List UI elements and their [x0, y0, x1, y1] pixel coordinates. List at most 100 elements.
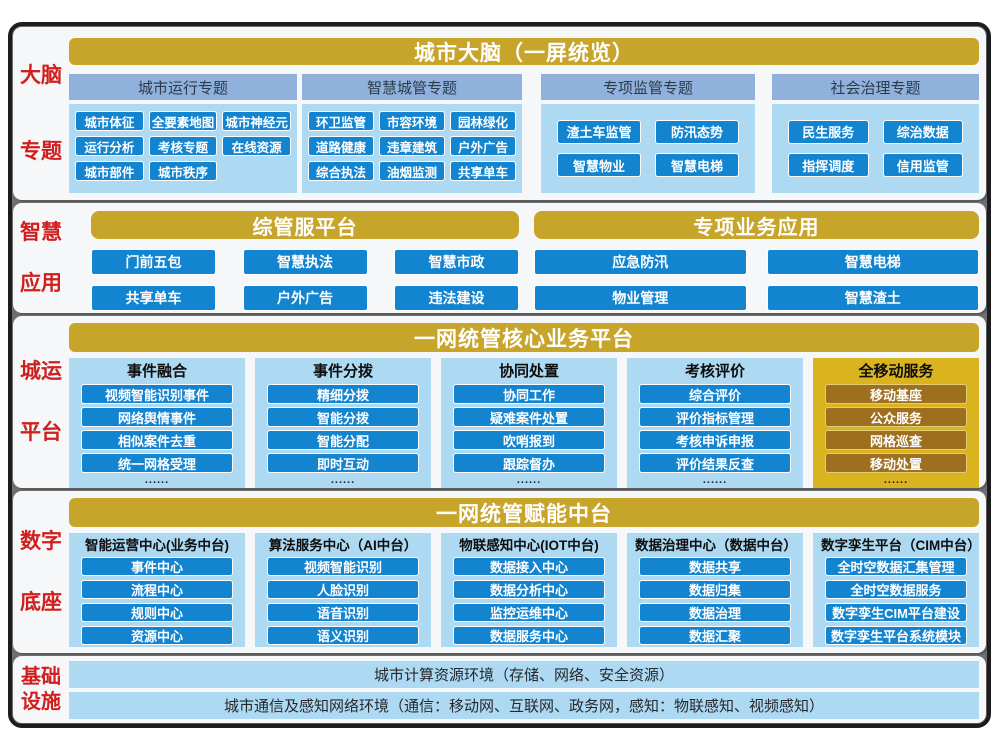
infra-network-env-bar: 城市通信及感知网络环境（通信：移动网、互联网、政务网，感知：物联感知、视频感知） — [69, 691, 979, 719]
item-button: 综合评价 — [639, 384, 791, 404]
ellipsis: ...... — [702, 474, 728, 486]
band-label-brain: 大脑 专题 — [13, 27, 69, 200]
column-items: 数据共享 数据归集 数据治理 数据汇聚 — [635, 557, 795, 645]
group-items: 门前五包 智慧执法 智慧市政 共享单车 户外广告 违法建设 — [91, 249, 519, 311]
item-button: 考核申诉申报 — [639, 430, 791, 450]
ellipsis: ...... — [516, 474, 542, 486]
base-columns: 智能运营中心(业务中台) 事件中心 流程中心 规则中心 资源中心 算法服务中心（… — [69, 533, 981, 647]
column-algorithm-service-center: 算法服务中心（AI中台） 视频智能识别 人脸识别 语音识别 语义识别 — [255, 533, 431, 647]
band-label-line: 专题 — [20, 140, 62, 163]
band-city-ops-platform: 城运 平台 一网统管核心业务平台 事件融合 视频智能识别事件 网络舆情事件 相似… — [13, 316, 986, 488]
item-button: 评价结果反查 — [639, 453, 791, 473]
item-button: 民生服务 — [788, 119, 869, 144]
item-button: 吹哨报到 — [453, 430, 605, 450]
group-header: 社会治理专题 — [772, 74, 979, 100]
item-button: 防汛态势 — [655, 119, 739, 144]
item-button: 信用监管 — [882, 153, 963, 178]
column-items: 数据接入中心 数据分析中心 监控运维中心 数据服务中心 — [449, 557, 609, 645]
item-button: 城市神经元 — [222, 111, 291, 131]
item-button: 精细分拨 — [267, 384, 419, 404]
item-button: 即时互动 — [267, 453, 419, 473]
group-header: 专项监管专题 — [541, 74, 755, 100]
group-city-operation: 城市运行专题 城市体征 全要素地图 城市神经元 运行分析 考核专题 在线资源 城… — [69, 74, 297, 193]
column-header: 事件融合 — [126, 363, 187, 380]
brain-groups: 城市运行专题 城市体征 全要素地图 城市神经元 运行分析 考核专题 在线资源 城… — [69, 74, 979, 193]
group-social-governance: 社会治理专题 民生服务 综治数据 指挥调度 信用监管 — [772, 74, 979, 193]
group-header: 城市运行专题 — [69, 74, 297, 100]
item-button: 违章建筑 — [379, 136, 445, 156]
group-panel: 城市体征 全要素地图 城市神经元 运行分析 考核专题 在线资源 城市部件 城市秩… — [69, 104, 297, 193]
column-items: 协同工作 疑难案件处置 吹哨报到 跟踪督办 — [449, 384, 609, 473]
item-button: 人脸识别 — [267, 580, 419, 599]
infra-rows: 城市计算资源环境（存储、网络、安全资源） 城市通信及感知网络环境（通信：移动网、… — [69, 656, 979, 723]
item-button: 语义识别 — [267, 626, 419, 645]
item-button: 违法建设 — [394, 285, 519, 311]
item-button: 数字孪生平台系统模块 — [825, 626, 967, 645]
item-button: 智慧电梯 — [655, 153, 739, 178]
item-button: 渣土车监管 — [557, 119, 641, 144]
item-button: 智慧电梯 — [766, 249, 979, 275]
item-button: 相似案件去重 — [81, 430, 233, 450]
band-body-base: 一网统管赋能中台 智能运营中心(业务中台) 事件中心 流程中心 规则中心 资源中… — [69, 491, 986, 653]
band-label-line: 平台 — [20, 421, 62, 444]
item-button: 门前五包 — [91, 249, 216, 275]
column-data-governance-center: 数据治理中心（数据中台） 数据共享 数据归集 数据治理 数据汇聚 — [627, 533, 803, 647]
item-button: 综合执法 — [308, 161, 374, 181]
column-items: 移动基座 公众服务 网格巡查 移动处置 — [821, 384, 971, 473]
column-digital-twin-platform: 数字孪生平台（CIM中台） 全时空数据汇集管理 全时空数据服务 数字孪生CIM平… — [813, 533, 981, 647]
group-panel: 环卫监管 市容环境 园林绿化 道路健康 违章建筑 户外广告 综合执法 油烟监测 … — [302, 104, 522, 193]
item-button: 智慧物业 — [557, 153, 641, 178]
band-label-line: 城运 — [20, 360, 62, 383]
item-button: 智慧执法 — [242, 249, 368, 275]
city-brain-title: 城市大脑（一屏统览） — [69, 38, 979, 65]
column-items: 精细分拨 智能分拨 智能分配 即时互动 — [263, 384, 423, 473]
group-items: 应急防汛 智慧电梯 物业管理 智慧渣土 — [534, 249, 979, 311]
item-button: 语音识别 — [267, 603, 419, 622]
ellipsis: ...... — [883, 474, 909, 486]
item-button: 户外广告 — [242, 285, 368, 311]
item-button: 综治数据 — [882, 119, 963, 144]
column-header: 考核评价 — [684, 363, 745, 380]
item-button: 数据服务中心 — [453, 626, 605, 645]
group-title: 专项业务应用 — [534, 211, 979, 239]
column-header: 数字孪生平台（CIM中台） — [821, 538, 981, 553]
diagram-frame: 大脑 专题 城市大脑（一屏统览） 城市运行专题 城市体征 全要素地图 城市神经元… — [8, 22, 991, 728]
column-header: 智能运营中心(业务中台) — [85, 538, 229, 553]
item-button: 道路健康 — [308, 136, 374, 156]
ellipsis: ...... — [144, 474, 170, 486]
band-label-infra: 基础 设施 — [13, 656, 69, 723]
item-button: 全要素地图 — [148, 111, 218, 131]
item-button: 评价指标管理 — [639, 407, 791, 427]
item-button: 共享单车 — [91, 285, 216, 311]
band-label-line: 底座 — [20, 591, 62, 614]
item-button: 园林绿化 — [450, 111, 516, 131]
column-iot-perception-center: 物联感知中心(IOT中台) 数据接入中心 数据分析中心 监控运维中心 数据服务中… — [441, 533, 617, 647]
column-items: 事件中心 流程中心 规则中心 资源中心 — [77, 557, 237, 645]
item-button: 智慧市政 — [394, 249, 519, 275]
ops-platform-title: 一网统管核心业务平台 — [69, 323, 979, 352]
item-button: 移动处置 — [825, 453, 967, 473]
item-button: 智慧渣土 — [766, 285, 979, 311]
group-special-supervision: 专项监管专题 渣土车监管 防汛态势 智慧物业 智慧电梯 — [541, 74, 755, 193]
item-button: 城市秩序 — [148, 161, 218, 181]
item-button: 数据归集 — [639, 580, 791, 599]
column-items: 综合评价 评价指标管理 考核申诉申报 评价结果反查 — [635, 384, 795, 473]
group-panel: 民生服务 综治数据 指挥调度 信用监管 — [772, 104, 979, 193]
item-button: 资源中心 — [81, 626, 233, 645]
band-body-brain: 城市大脑（一屏统览） 城市运行专题 城市体征 全要素地图 城市神经元 运行分析 … — [69, 27, 986, 200]
item-button: 网格巡查 — [825, 430, 967, 450]
item-button: 智能分拨 — [267, 407, 419, 427]
band-label-line: 应用 — [20, 272, 62, 295]
item-button: 疑难案件处置 — [453, 407, 605, 427]
band-body-infra: 城市计算资源环境（存储、网络、安全资源） 城市通信及感知网络环境（通信：移动网、… — [69, 656, 986, 723]
item-button: 应急防汛 — [534, 249, 747, 275]
column-event-dispatch: 事件分拨 精细分拨 智能分拨 智能分配 即时互动 ...... — [255, 358, 431, 488]
group-smart-city-mgmt: 智慧城管专题 环卫监管 市容环境 园林绿化 道路健康 违章建筑 户外广告 综合执… — [302, 74, 522, 193]
column-header: 全移动服务 — [858, 363, 934, 380]
band-label-base: 数字 底座 — [13, 491, 69, 653]
item-button: 数据分析中心 — [453, 580, 605, 599]
item-button: 公众服务 — [825, 407, 967, 427]
item-button: 流程中心 — [81, 580, 233, 599]
group-header: 智慧城管专题 — [302, 74, 522, 100]
ops-columns: 事件融合 视频智能识别事件 网络舆情事件 相似案件去重 统一网格受理 .....… — [69, 358, 979, 488]
